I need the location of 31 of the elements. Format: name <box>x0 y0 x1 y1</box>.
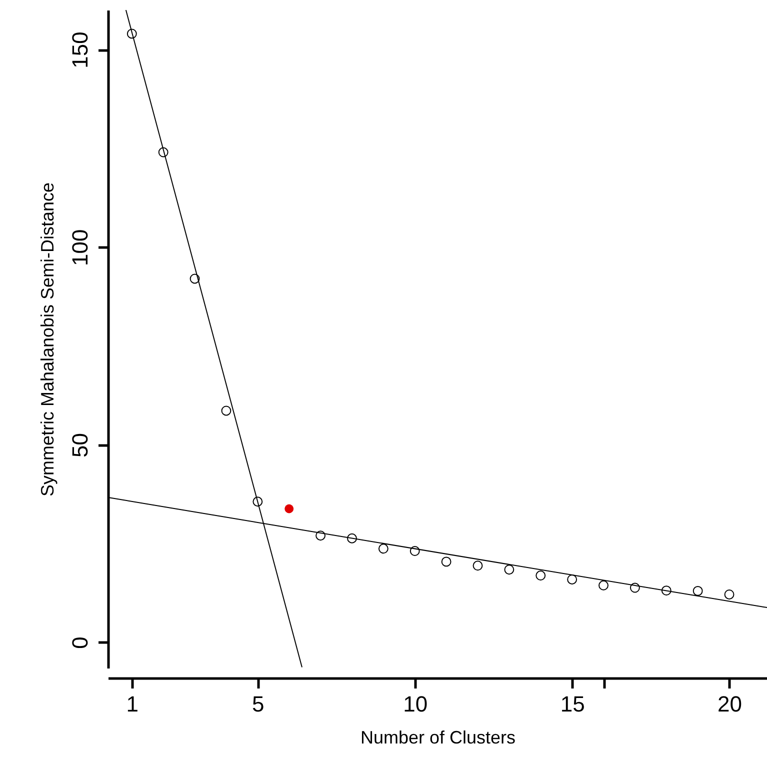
point <box>378 544 388 554</box>
point <box>221 406 232 416</box>
point <box>441 556 452 567</box>
point <box>410 546 420 556</box>
y-tick-label: 50 <box>68 432 92 458</box>
x-tick-label: 20 <box>718 692 742 716</box>
point <box>190 274 200 284</box>
point <box>347 533 357 544</box>
x-axis-title: Number of Clusters <box>360 728 516 748</box>
point <box>504 564 514 575</box>
point <box>724 590 734 600</box>
point <box>472 560 483 571</box>
point <box>692 586 703 596</box>
point <box>567 574 578 584</box>
x-tick-label: 5 <box>252 692 264 716</box>
y-axis-title: Symmetric Mahalanobis Semi-Distance <box>38 182 58 497</box>
point <box>126 28 137 39</box>
point <box>284 504 294 514</box>
point <box>598 580 608 590</box>
point <box>252 496 263 507</box>
y-tick-label: 0 <box>68 636 92 649</box>
point <box>661 586 672 596</box>
y-tick-label: 100 <box>68 229 92 266</box>
point <box>158 147 168 158</box>
x-tick-label: 1 <box>126 692 139 716</box>
point <box>630 582 640 593</box>
point <box>536 570 546 580</box>
point <box>316 530 326 541</box>
y-tick-label: 150 <box>68 32 92 68</box>
x-tick-label: 10 <box>403 692 428 716</box>
x-tick-label: 15 <box>560 692 585 716</box>
